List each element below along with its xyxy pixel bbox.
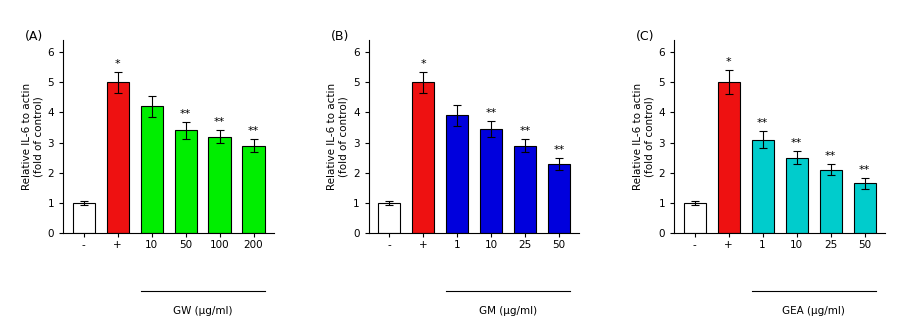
Text: **: ** <box>179 109 191 119</box>
Text: GM (μg/ml): GM (μg/ml) <box>478 306 537 316</box>
Text: **: ** <box>248 126 259 136</box>
Text: GEA (μg/ml): GEA (μg/ml) <box>781 306 844 316</box>
Y-axis label: Relative IL-6 to actin
(fold of control): Relative IL-6 to actin (fold of control) <box>327 83 348 190</box>
Bar <box>378 203 400 233</box>
Bar <box>446 116 467 233</box>
Bar <box>208 137 230 233</box>
Bar <box>548 164 569 233</box>
Bar <box>750 140 773 233</box>
Bar <box>106 82 128 233</box>
Text: *: * <box>725 57 731 67</box>
Text: **: ** <box>824 151 835 161</box>
Text: **: ** <box>858 165 870 175</box>
Bar <box>411 82 434 233</box>
Y-axis label: Relative IL-6 to actin
(fold of control): Relative IL-6 to actin (fold of control) <box>22 83 43 190</box>
Text: **: ** <box>553 145 564 155</box>
Text: *: * <box>419 59 426 69</box>
Bar <box>852 183 875 233</box>
Bar <box>819 170 841 233</box>
Bar <box>141 106 162 233</box>
Bar <box>243 146 264 233</box>
Text: **: ** <box>519 126 530 136</box>
Bar <box>72 203 95 233</box>
Bar <box>513 146 536 233</box>
Bar <box>717 82 739 233</box>
Text: (B): (B) <box>330 30 349 43</box>
Text: **: ** <box>214 117 225 127</box>
Text: GW (μg/ml): GW (μg/ml) <box>172 306 232 316</box>
Text: **: ** <box>790 138 801 148</box>
Bar <box>174 131 197 233</box>
Bar <box>480 129 502 233</box>
Y-axis label: Relative IL-6 to actin
(fold of control): Relative IL-6 to actin (fold of control) <box>632 83 654 190</box>
Text: **: ** <box>756 118 768 128</box>
Bar <box>785 158 806 233</box>
Text: *: * <box>115 59 120 69</box>
Text: **: ** <box>485 108 496 118</box>
Text: (A): (A) <box>25 30 43 43</box>
Text: (C): (C) <box>636 30 654 43</box>
Bar <box>683 203 704 233</box>
